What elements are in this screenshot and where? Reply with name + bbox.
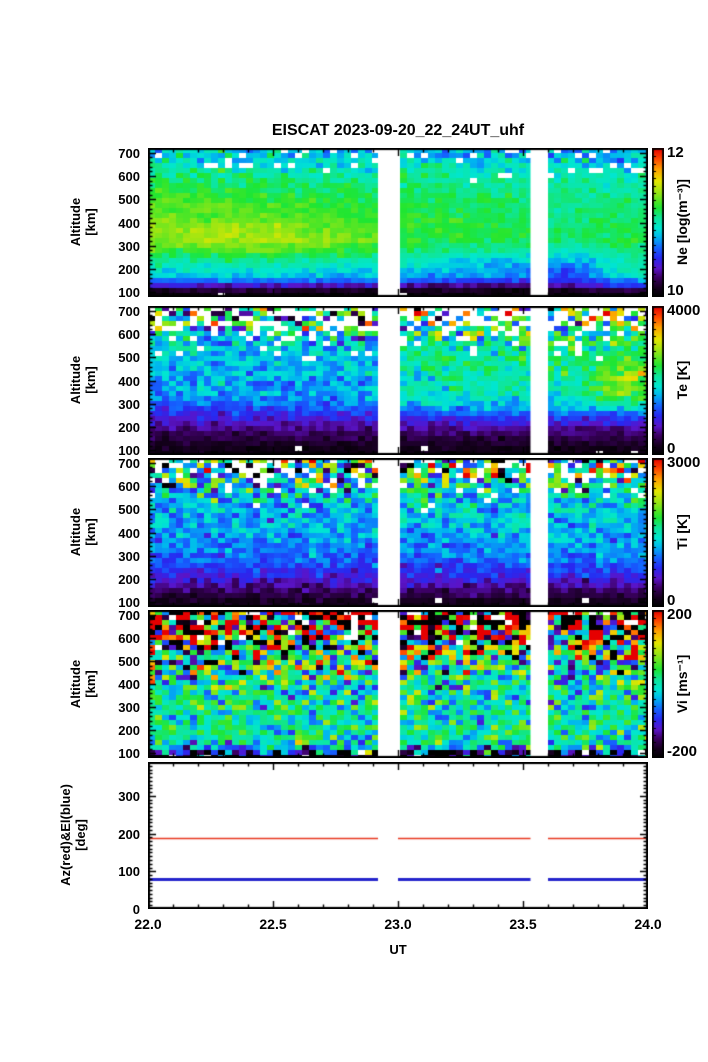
degree-tick-label: 0 [132,902,140,917]
altitude-tick-label: 700 [118,607,140,623]
altitude-tick-label: 300 [118,548,140,564]
time-tick-label: 23.0 [384,916,412,932]
altitude-tick-label: 400 [118,677,140,692]
te-colorbar-title: Te [K] [673,360,690,400]
time-tick-label: 23.5 [509,916,537,932]
altitude-tick-label: 100 [118,746,140,762]
altitude-tick-label: 500 [118,350,140,366]
altitude-tick-label: 600 [118,326,140,342]
time-tick-label: 22.5 [259,916,287,932]
azel-line-canvas [148,762,648,909]
time-tick-label: 24.0 [634,916,662,932]
altitude-tick-label: 200 [118,572,140,588]
altitude-tick-label: 700 [118,303,140,319]
ne-colorbar-min: 10 [667,282,684,299]
vi-colorbar-title: Vi [ms⁻¹] [673,654,690,714]
degree-tick-label: 200 [118,826,140,842]
altitude-tick-label: 600 [118,168,140,184]
te-colorbar-max: 4000 [667,302,701,319]
ne-colorbar-title: Ne [log(m⁻³)] [673,179,690,265]
altitude-tick-label: 100 [118,595,140,611]
altitude-tick-label: 300 [118,396,140,412]
altitude-tick-label: 100 [118,285,140,301]
vi-heatmap-canvas [148,610,648,758]
ti-colorbar-title: Ti [K] [673,514,690,550]
degree-tick-label: 300 [118,788,140,804]
azel-axis-label: Az(red)&El(blue) [deg] [58,784,89,886]
altitude-tick-label: 500 [118,502,140,518]
altitude-tick-label: 400 [118,373,140,389]
altitude-tick-label: 200 [118,420,140,436]
ne-heatmap-canvas [148,148,648,297]
azel-label-text: Az(red)&El(blue) [58,784,74,886]
altitude-tick-label: 600 [118,478,140,494]
altitude-tick-label: 200 [118,723,140,739]
te-colorbar-min: 0 [667,440,676,457]
altitude-tick-label: 100 [118,443,140,459]
altitude-tick-label: 700 [118,455,140,471]
altitude-tick-label: 700 [118,145,140,161]
altitude-tick-label: 600 [118,630,140,646]
ti-colorbar [652,458,664,607]
figure-title: EISCAT 2023-09-20_22_24UT_uhf [271,122,525,139]
ne-colorbar-max: 12 [667,144,684,161]
vi-colorbar [652,610,664,758]
ti-colorbar-max: 3000 [667,454,701,471]
vi-colorbar-max: 200 [667,606,693,623]
ti-colorbar-min: 0 [667,592,676,609]
altitude-label-text: Altitude [68,197,84,247]
altitude-tick-label: 300 [118,700,140,716]
x-axis-title: UT [389,942,407,957]
altitude-tick-label: 500 [118,653,140,669]
altitude-label-text: Altitude [68,355,84,405]
time-tick-label: 22.0 [134,916,162,932]
altitude-label-text: Altitude [68,507,84,557]
ne-colorbar [652,148,664,297]
altitude-tick-label: 500 [118,192,140,208]
vi-colorbar-min: -200 [667,743,698,760]
altitude-label-text: Altitude [68,659,84,709]
te-heatmap-canvas [148,306,648,455]
altitude-tick-label: 200 [118,262,140,278]
ti-heatmap-canvas [148,458,648,607]
altitude-tick-label: 300 [118,238,140,254]
azel-unit-text: [deg] [73,819,88,851]
te-colorbar [652,306,664,455]
altitude-tick-label: 400 [118,215,140,231]
altitude-tick-label: 400 [118,525,140,541]
degree-tick-label: 100 [118,864,140,880]
